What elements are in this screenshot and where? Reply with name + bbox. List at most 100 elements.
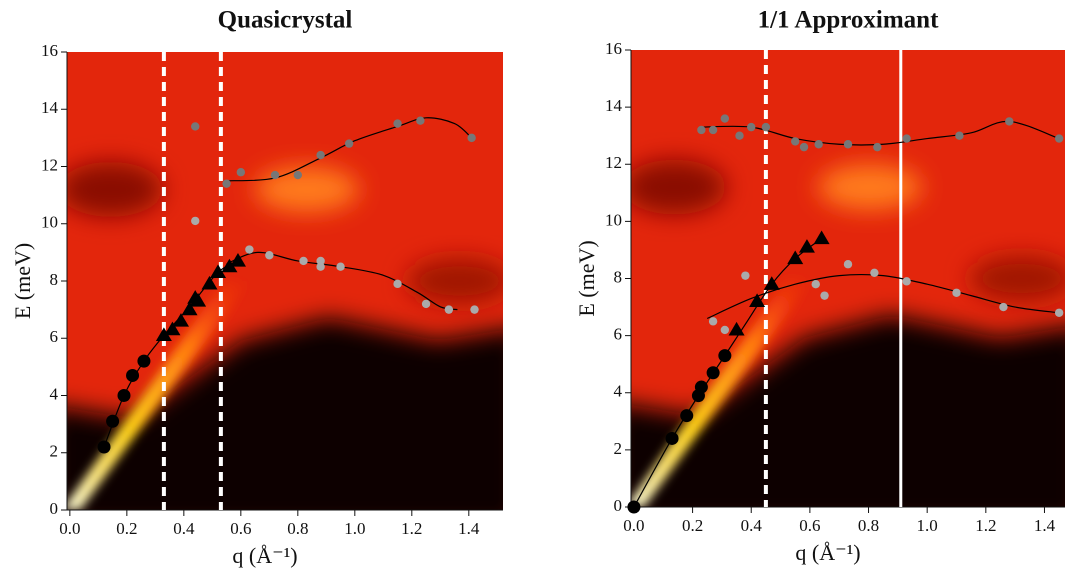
data-point [665, 431, 679, 445]
heatmap-blob [817, 164, 922, 210]
data-point [270, 170, 280, 180]
chart-title: 1/1 Approximant [758, 7, 939, 34]
y-tick-label: 8 [50, 270, 59, 289]
data-point [181, 301, 198, 316]
heatmap-blob [969, 255, 1065, 302]
data-point [210, 264, 227, 279]
data-point [720, 114, 730, 123]
data-point [697, 125, 706, 135]
data-point [421, 299, 431, 309]
data-point [741, 271, 750, 280]
y-tick-label: 10 [41, 213, 58, 232]
data-point [229, 252, 246, 267]
data-point [467, 133, 476, 143]
data-point [106, 414, 120, 428]
data-point [694, 380, 708, 394]
data-point [718, 349, 732, 363]
data-point [172, 313, 189, 327]
data-point [999, 302, 1008, 312]
data-point [191, 122, 200, 131]
data-point [763, 276, 780, 290]
y-tick-label: 6 [50, 327, 59, 346]
y-tick-label: 4 [614, 382, 623, 401]
x-tick-label: 1.4 [458, 519, 480, 538]
x-tick-label: 0.2 [116, 519, 137, 538]
x-tick-label: 1.2 [401, 519, 422, 538]
data-point [708, 317, 718, 326]
y-tick-label: 12 [41, 155, 58, 174]
data-point [126, 368, 140, 382]
data-point [843, 140, 853, 149]
data-point [1005, 117, 1014, 126]
y-tick-label: 10 [605, 210, 622, 229]
data-point [1054, 308, 1064, 317]
x-tick-label: 0.4 [173, 519, 195, 538]
heatmap-band [67, 281, 251, 510]
data-point [293, 170, 303, 180]
y-tick-label: 6 [614, 325, 623, 344]
x-tick-label: 1.2 [975, 516, 996, 535]
data-point [747, 122, 756, 132]
x-tick-label: 0.6 [799, 516, 820, 535]
data-point [336, 262, 345, 271]
data-point [813, 230, 830, 245]
data-point [787, 250, 804, 265]
data-point [708, 125, 718, 135]
data-point [155, 327, 172, 341]
y-tick-label: 16 [41, 41, 58, 60]
y-tick-label: 0 [50, 499, 59, 518]
y-tick-label: 12 [605, 153, 622, 172]
heatmap [67, 52, 503, 510]
x-tick-label: 1.0 [344, 519, 365, 538]
x-tick-label: 0.2 [682, 516, 703, 535]
data-point [316, 150, 325, 160]
panel: 0 2 4 6 8 10 12 14 16 0.0 0.2 0.4 0.6 0.8 1.0 1.2 1.4 1/1… [574, 7, 1065, 565]
data-point [952, 288, 961, 297]
y-tick-label: 8 [614, 267, 623, 286]
panel: 0 2 4 6 8 10 12 14 16 0.0 0.2 0.4 0.6 0.8 1.0 1.2 1.4 Qua… [10, 7, 503, 568]
x-tick-label: 0.6 [230, 519, 251, 538]
x-axis-label: q (Å⁻¹) [795, 540, 860, 565]
data-point [416, 116, 425, 125]
data-point [201, 275, 218, 290]
chart-title: Quasicrystal [218, 7, 353, 34]
data-point [706, 366, 720, 380]
data-point [843, 260, 853, 269]
data-point [236, 168, 246, 177]
data-point [444, 305, 454, 314]
data-point [393, 119, 402, 128]
data-point [117, 389, 131, 402]
data-point [137, 354, 151, 368]
data-point [245, 245, 254, 254]
data-point [749, 293, 766, 307]
data-point [344, 139, 354, 148]
data-point [720, 325, 730, 335]
y-tick-label: 16 [605, 39, 622, 58]
x-tick-label: 0.8 [858, 516, 879, 535]
heatmap-blob [67, 161, 163, 217]
data-point [814, 140, 823, 149]
heatmap-dark [631, 315, 1065, 507]
x-tick-label: 1.0 [917, 516, 938, 535]
x-tick-label: 0.8 [287, 519, 308, 538]
x-tick-label: 0.0 [623, 516, 644, 535]
data-point [820, 291, 829, 300]
data-point [680, 409, 694, 423]
data-point [191, 216, 200, 226]
data-point [265, 251, 274, 260]
x-axis-label: q (Å⁻¹) [232, 543, 297, 568]
fit-line [226, 251, 458, 311]
data-point [735, 131, 744, 140]
heatmap-blob [631, 159, 727, 215]
data-point [873, 142, 882, 152]
data-point [97, 440, 111, 454]
heatmap-dark [67, 317, 503, 510]
data-point [798, 239, 815, 253]
data-point [164, 321, 181, 336]
y-tick-label: 14 [605, 96, 623, 115]
data-point [799, 142, 809, 152]
data-point [190, 293, 207, 307]
heatmap-blob [407, 258, 503, 304]
data-point [728, 321, 745, 336]
